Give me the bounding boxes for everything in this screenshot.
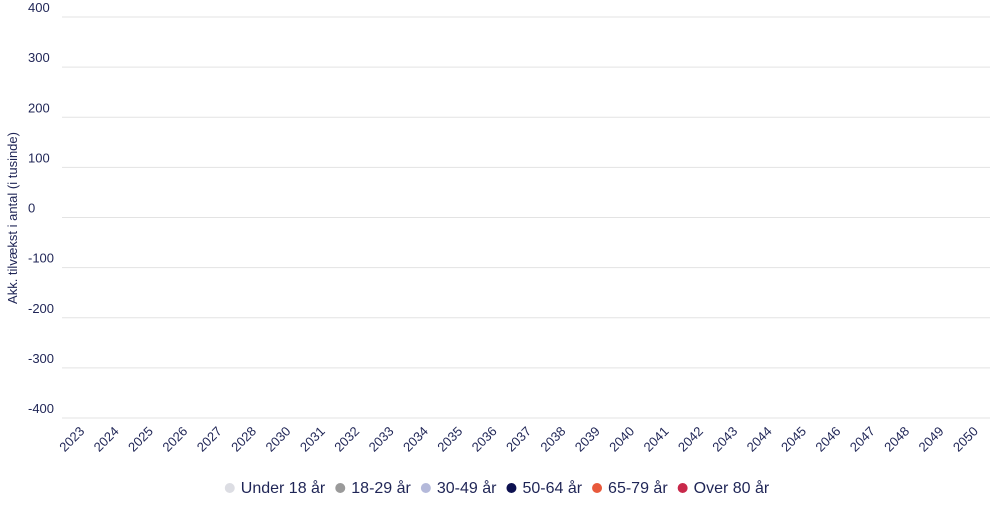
legend-swatch	[592, 483, 603, 493]
x-tick-label: 2035	[434, 424, 465, 455]
y-tick-label: 0	[28, 201, 35, 216]
x-tick-label: 2043	[709, 424, 740, 455]
legend-label: 18-29 år	[351, 479, 411, 497]
x-tick-label: 2025	[125, 424, 156, 455]
y-tick-label: 300	[28, 50, 50, 65]
legend-label: 65-79 år	[608, 479, 668, 497]
x-tick-label: 2032	[331, 424, 362, 455]
x-tick-label: 2026	[159, 424, 190, 455]
x-tick-label: 2027	[194, 424, 225, 455]
x-tick-label: 2024	[91, 424, 122, 455]
y-axis-title: Akk. tilvækst i antal (i tusinde)	[5, 132, 20, 304]
x-tick-label: 2042	[675, 424, 706, 455]
y-tick-label: -400	[28, 401, 54, 416]
legend-swatch	[335, 483, 346, 493]
legend-swatch	[506, 483, 517, 493]
x-tick-label: 2044	[744, 424, 775, 455]
x-tick-label: 2047	[847, 424, 878, 455]
x-tick-label: 2046	[812, 424, 843, 455]
x-tick-label: 2028	[228, 424, 259, 455]
legend-swatch	[420, 483, 431, 493]
x-tick-label: 2039	[572, 424, 603, 455]
y-tick-label: 400	[28, 0, 50, 15]
x-tick-label: 2050	[950, 424, 981, 455]
x-tick-label: 2037	[503, 424, 534, 455]
y-tick-label: 200	[28, 100, 50, 115]
x-tick-label: 2048	[881, 424, 912, 455]
legend-swatch	[677, 483, 688, 493]
y-tick-label: -200	[28, 301, 54, 316]
x-tick-label: 2049	[916, 424, 947, 455]
y-tick-label: -100	[28, 251, 54, 266]
x-tick-label: 2030	[262, 424, 293, 455]
legend-label: 30-49 år	[437, 479, 497, 497]
y-tick-label: -300	[28, 351, 54, 366]
x-tick-label: 2041	[641, 424, 672, 455]
x-tick-label: 2033	[366, 424, 397, 455]
legend-label: Under 18 år	[241, 479, 326, 497]
x-tick-label: 2034	[400, 424, 431, 455]
legend-label: Over 80 år	[694, 479, 770, 497]
legend-swatch	[224, 483, 235, 493]
x-tick-label: 2038	[537, 424, 568, 455]
x-tick-label: 2031	[297, 424, 328, 455]
x-tick-label: 2023	[56, 424, 87, 455]
y-tick-label: 100	[28, 150, 50, 165]
x-tick-label: 2040	[606, 424, 637, 455]
x-tick-label: 2036	[469, 424, 500, 455]
legend-label: 50-64 år	[522, 479, 582, 497]
x-tick-label: 2045	[778, 424, 809, 455]
